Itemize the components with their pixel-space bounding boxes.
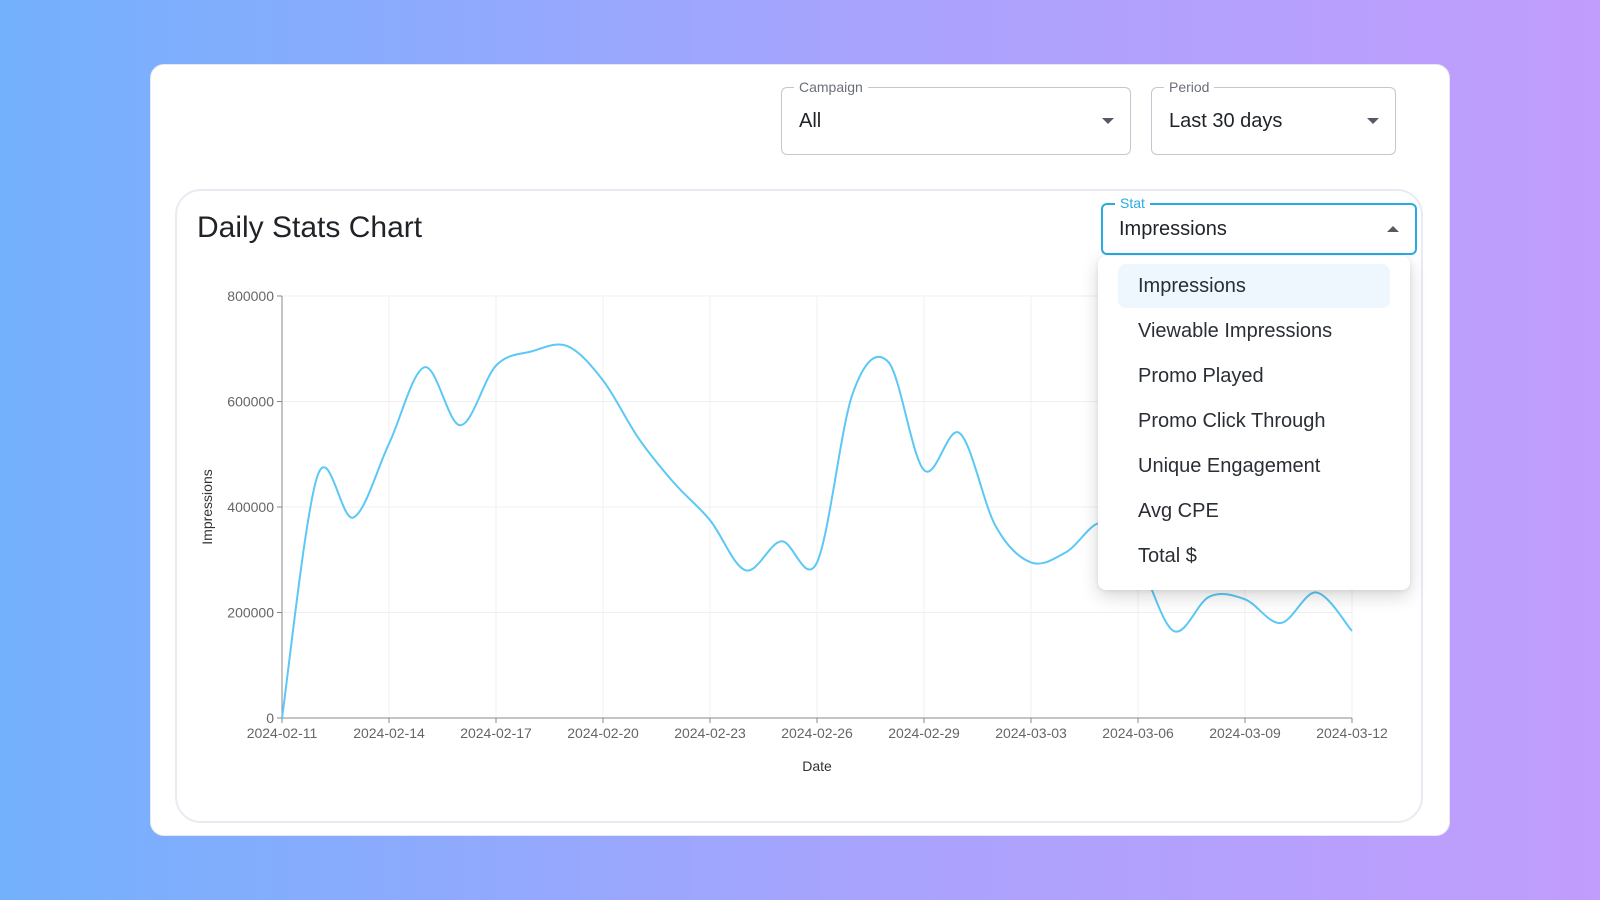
- y-tick-label: 600000: [227, 394, 274, 410]
- stat-option-total[interactable]: Total $: [1138, 545, 1197, 567]
- chevron-up-icon: [1387, 226, 1399, 232]
- x-tick-label: 2024-02-29: [888, 725, 960, 741]
- line-chart: 0 200000 400000 600000 800000 2024-02-11 2024-…: [199, 288, 1388, 774]
- x-axis-label: Date: [802, 758, 832, 774]
- stat-dropdown-menu: Impressions Viewable Impressions Promo Pla…: [1098, 256, 1410, 590]
- x-tick-label: 2024-02-26: [781, 725, 853, 741]
- stat-option-impressions[interactable]: Impressions: [1118, 264, 1390, 308]
- x-tick-label: 2024-03-03: [995, 725, 1067, 741]
- chevron-down-icon: [1367, 118, 1379, 124]
- stat-select-value: Impressions: [1119, 218, 1227, 240]
- y-tick-label: 0: [266, 710, 274, 726]
- x-tick-label: 2024-02-11: [247, 725, 318, 741]
- y-tick-label: 400000: [227, 499, 274, 515]
- stat-option-viewable-impressions[interactable]: Viewable Impressions: [1138, 320, 1333, 342]
- x-tick-label: 2024-02-20: [567, 725, 639, 741]
- series-line-0: [281, 343, 1353, 719]
- x-tick-label: 2024-02-17: [460, 725, 532, 741]
- stat-option-unique-engagement[interactable]: Unique Engagement: [1138, 455, 1321, 477]
- stat-options-list: Impressions Viewable Impressions Promo Pla…: [1098, 256, 1410, 587]
- campaign-select-label: Campaign: [794, 79, 868, 95]
- stat-select[interactable]: Stat Impressions: [1101, 195, 1417, 255]
- stat-select-label: Stat: [1115, 195, 1150, 211]
- x-tick-label: 2024-02-14: [353, 725, 425, 741]
- x-tick-label: 2024-02-23: [674, 725, 746, 741]
- y-axis-label: Impressions: [199, 469, 215, 544]
- x-tick-label: 2024-03-12: [1316, 725, 1388, 741]
- chevron-down-icon: [1102, 118, 1114, 124]
- stat-option-promo-click-through[interactable]: Promo Click Through: [1138, 410, 1326, 432]
- x-tick-label: 2024-03-06: [1102, 725, 1174, 741]
- stat-option-avg-cpe[interactable]: Avg CPE: [1138, 500, 1219, 522]
- chart-title: Daily Stats Chart: [197, 211, 423, 244]
- y-tick-label: 200000: [227, 605, 274, 621]
- campaign-select-value: All: [799, 110, 822, 132]
- stat-option-promo-played[interactable]: Promo Played: [1138, 365, 1264, 387]
- campaign-select[interactable]: Campaign All: [781, 79, 1131, 155]
- period-select-value: Last 30 days: [1169, 110, 1283, 132]
- period-select-label: Period: [1164, 79, 1215, 95]
- y-tick-label: 800000: [227, 288, 274, 304]
- x-tick-label: 2024-03-09: [1209, 725, 1281, 741]
- period-select[interactable]: Period Last 30 days: [1151, 79, 1396, 155]
- chart-panel: Daily Stats Chart Stat Impressions 0 2000…: [175, 189, 1423, 823]
